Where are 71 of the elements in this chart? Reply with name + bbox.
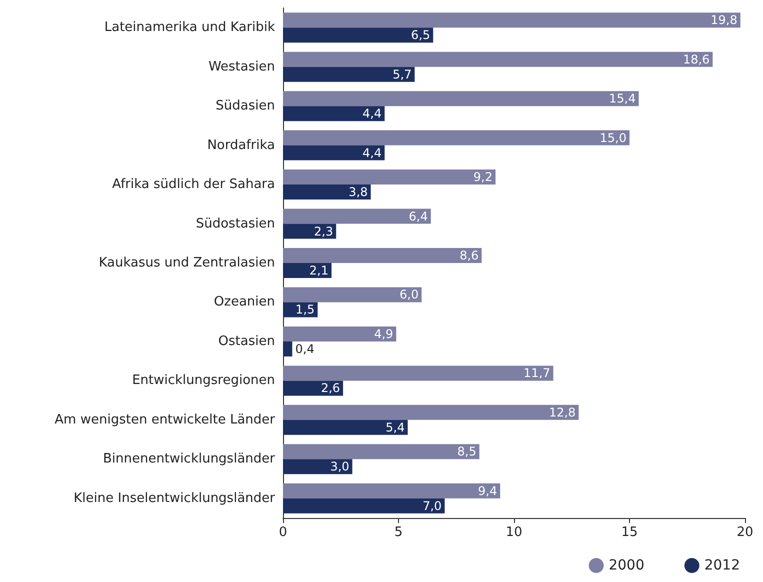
y-tick-label: Am wenigsten entwickelte Länder: [54, 412, 276, 428]
data-label: 4,9: [374, 326, 394, 341]
data-label: 5,7: [392, 67, 412, 82]
data-label: 18,6: [682, 52, 710, 66]
y-tick-label: Kleine Inselentwicklungsländer: [74, 490, 276, 506]
bar: [283, 145, 385, 160]
bar: [283, 459, 352, 474]
bar: [283, 341, 292, 356]
bar: [283, 263, 332, 278]
bar: [283, 380, 344, 396]
y-tick-label: Lateinamerika und Karibik: [104, 20, 276, 36]
data-label: 3,8: [348, 185, 368, 200]
bar: [283, 52, 713, 67]
data-label: 3,0: [330, 460, 350, 474]
data-label: 6,4: [408, 209, 428, 224]
data-label: 7,0: [422, 498, 442, 513]
data-label: 6,5: [411, 28, 430, 42]
y-tick-label: Südasien: [216, 98, 275, 114]
data-label: 1,5: [296, 302, 315, 317]
legend-label: 2012: [704, 558, 740, 574]
bar: [283, 366, 554, 381]
bar: [283, 248, 482, 263]
bar: [283, 91, 639, 106]
y-tick-label: Afrika südlich der Sahara: [112, 177, 275, 192]
bar: [283, 483, 500, 498]
bar: [283, 420, 408, 435]
bar: [283, 66, 415, 82]
data-label: 0,4: [295, 342, 314, 356]
bar: [283, 404, 579, 420]
data-label: 15,4: [609, 92, 636, 106]
data-label: 5,4: [386, 420, 405, 434]
y-tick-label: Entwicklungsregionen: [132, 373, 275, 388]
x-tick-label: 15: [621, 525, 638, 540]
x-tick-label: 20: [736, 525, 754, 540]
bar: [283, 326, 396, 342]
bar: [283, 287, 422, 302]
bar: [283, 170, 496, 185]
y-tick-label: Südostasien: [196, 216, 275, 232]
data-label: 19,8: [710, 13, 738, 28]
bar: [283, 498, 445, 514]
y-tick-label: Binnenentwicklungsländer: [102, 452, 276, 467]
y-tick-label: Ozeanien: [214, 294, 275, 310]
data-label: 8,6: [460, 248, 479, 262]
data-label: 12,8: [548, 405, 576, 420]
data-label: 4,4: [362, 146, 382, 160]
bar: [283, 130, 630, 146]
data-label: 9,4: [478, 484, 498, 498]
data-label: 8,5: [457, 444, 476, 459]
y-tick-label: Ostasien: [218, 334, 275, 349]
data-label: 2,3: [314, 224, 334, 238]
data-label: 9,2: [473, 170, 493, 184]
x-tick-label: 10: [506, 525, 522, 540]
bar: [283, 106, 385, 122]
data-label: 11,7: [524, 366, 550, 380]
x-tick-label: 5: [394, 525, 403, 540]
y-tick-label: Westasien: [208, 59, 275, 74]
data-label: 15,0: [600, 130, 626, 145]
data-label: 4,4: [362, 106, 382, 121]
bar: [283, 224, 336, 239]
bar: [283, 444, 480, 460]
data-label: 6,0: [400, 288, 419, 302]
data-label: 2,6: [320, 381, 340, 396]
x-tick-label: 0: [278, 525, 288, 540]
bar: [283, 184, 371, 200]
data-label: 2,1: [309, 264, 329, 278]
bar: [283, 208, 431, 224]
bar: [283, 28, 434, 43]
y-tick-label: Kaukasus und Zentralasien: [98, 256, 275, 270]
bar: [283, 12, 740, 28]
legend-label: 2000: [608, 558, 644, 574]
y-tick-label: Nordafrika: [207, 138, 275, 153]
